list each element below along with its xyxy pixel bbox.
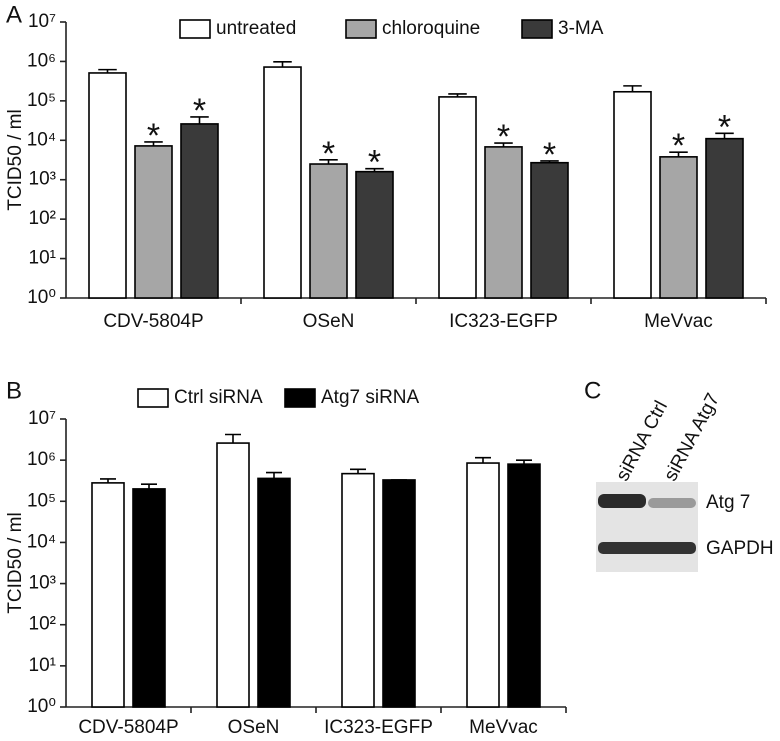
bar [705,137,744,299]
y-tick-label: 10⁴ [27,531,56,552]
legend-swatch [345,19,377,39]
band-label: GAPDH [706,538,774,559]
bar [466,462,500,708]
error-bar [144,141,163,146]
legend-label: Ctrl siRNA [174,387,263,408]
bar [382,479,416,708]
legend-swatch [137,388,169,408]
significance-mark: * [672,127,685,165]
bar [91,482,125,708]
y-axis-label: TCID50 / ml [5,109,26,210]
y-tick-label: 10⁷ [28,11,56,32]
bar [257,477,291,708]
bar [507,463,541,708]
error-bar [350,468,366,474]
significance-mark: * [543,136,556,174]
error-bar [623,85,642,92]
y-tick-label: 10⁰ [27,287,56,308]
x-tick-label: CDV-5804P [103,311,203,332]
y-tick-label: 10⁵ [27,90,56,111]
y-tick-label: 10⁶ [27,449,56,470]
significance-mark: * [193,92,206,130]
x-tick-label: MeVvac [644,311,713,332]
error-bar [448,93,467,97]
bar [216,442,250,708]
bar [613,90,652,299]
legend-swatch [284,388,316,408]
panel-label: B [6,377,22,404]
error-bar [319,158,338,165]
panel-label: C [584,377,601,404]
error-bar [98,68,117,73]
x-tick-label: OSeN [228,717,280,738]
x-tick-label: MeVvac [469,717,538,738]
error-bar [669,151,688,157]
bar [438,96,477,299]
bar [134,145,173,299]
y-tick-label: 10² [29,208,56,229]
y-tick-label: 10³ [29,573,56,594]
significance-mark: * [368,144,381,182]
x-tick-label: IC323-EGFP [449,311,558,332]
bar [341,472,375,708]
y-tick-label: 10³ [29,169,56,190]
bar [659,156,698,299]
blot-band [598,542,696,554]
significance-mark: * [497,118,510,156]
y-axis-label: TCID50 / ml [5,512,26,613]
error-bar [141,483,157,489]
error-bar [540,160,559,163]
error-bar [365,167,384,172]
blot-band [598,494,646,508]
band-label: Atg 7 [706,492,750,513]
y-tick-label: 10⁷ [28,408,56,429]
bar [309,163,348,299]
error-bar [266,471,282,479]
blot-band [648,498,696,508]
panel-label: A [6,1,22,28]
blot: siRNA Ctrl siRNA Atg7 Atg 7 GAPDH [596,390,774,572]
y-tick-label: 10⁴ [27,129,56,150]
y-tick-label: 10¹ [29,655,56,676]
error-bar [190,116,209,124]
error-bar [494,142,513,147]
x-tick-label: OSeN [303,311,355,332]
error-bar [715,132,734,139]
y-tick-label: 10² [29,614,56,635]
error-bar [100,478,116,483]
bar [180,123,219,299]
y-tick-label: 10¹ [29,248,56,269]
bar [484,146,523,299]
legend-swatch [179,19,211,39]
legend-swatch [521,19,553,39]
y-tick-label: 10⁶ [27,50,56,71]
x-tick-label: CDV-5804P [78,717,178,738]
x-tick-label: IC323-EGFP [324,717,433,738]
bar [355,170,394,299]
legend-label: chloroquine [382,18,480,39]
significance-mark: * [147,117,160,155]
significance-mark: * [322,135,335,173]
bar [132,488,166,708]
error-bar [516,459,532,465]
legend-label: 3-MA [558,18,604,39]
error-bar [475,456,491,464]
lane-label: siRNA Atg7 [660,390,724,485]
bar [263,66,302,299]
y-tick-label: 10⁵ [27,490,56,511]
error-bar [225,433,241,444]
legend-label: Atg7 siRNA [321,387,420,408]
error-bar [273,60,292,68]
significance-mark: * [718,108,731,146]
bar [88,72,127,299]
bar [530,161,569,299]
y-tick-label: 10⁰ [27,696,56,717]
legend-label: untreated [216,18,296,39]
